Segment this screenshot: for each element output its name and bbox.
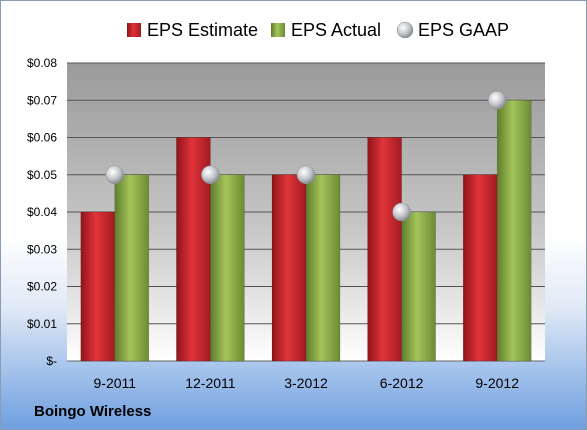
x-tick-label: 9-2012 (475, 375, 519, 391)
y-tick-label: $0.01 (27, 317, 57, 331)
gaap-marker (105, 165, 125, 184)
gaap-marker (296, 165, 316, 184)
y-tick-label: $0.05 (27, 168, 57, 182)
bar-actual (496, 100, 532, 362)
bar-actual (210, 174, 245, 362)
gaap-marker (392, 202, 411, 222)
bar-estimate (367, 137, 402, 362)
x-tick-label: 12-2011 (185, 375, 236, 391)
y-tick-label: $0.07 (27, 93, 57, 107)
company-name: Boingo Wireless (34, 403, 152, 420)
gaap-marker (487, 91, 507, 110)
x-tick-label: 3-2012 (284, 375, 328, 391)
legend-swatch (127, 23, 141, 37)
y-tick-label: $0.08 (27, 56, 57, 70)
legend: EPS Estimate EPS Actual EPS GAAP (127, 20, 509, 40)
bar-estimate (271, 174, 307, 362)
bar-estimate (80, 211, 116, 362)
bar-estimate (462, 174, 498, 362)
bar-actual (114, 174, 150, 362)
x-tick-label: 6-2012 (380, 375, 424, 391)
bar-actual (401, 211, 436, 362)
legend-label: EPS Estimate (147, 20, 258, 40)
legend-label: EPS Actual (291, 20, 381, 40)
legend-swatch (271, 23, 285, 37)
gaap-marker (201, 165, 220, 184)
y-tick-label: $- (46, 354, 57, 368)
y-tick-label: $0.06 (27, 131, 57, 145)
bar-actual (305, 174, 341, 362)
y-tick-label: $0.03 (27, 242, 57, 256)
legend-label: EPS GAAP (418, 20, 509, 40)
y-tick-label: $0.02 (27, 280, 57, 294)
x-tick-label: 9-2011 (94, 375, 137, 391)
y-tick-label: $0.04 (27, 205, 57, 219)
legend-swatch (396, 21, 414, 39)
